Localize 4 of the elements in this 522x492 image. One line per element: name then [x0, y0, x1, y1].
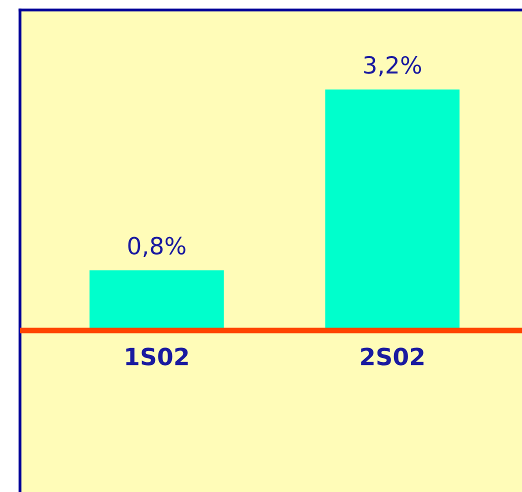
data-label: 3,2% — [364, 56, 422, 76]
data-label: 0,8% — [128, 236, 186, 258]
x-tick-label: 1S02 — [126, 348, 188, 366]
x-tick-label: 2S02 — [361, 348, 424, 366]
